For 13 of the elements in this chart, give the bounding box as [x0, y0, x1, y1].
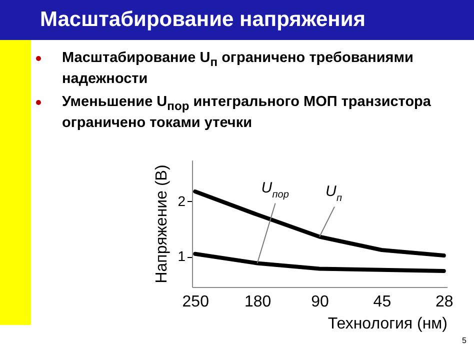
chart-title: Масштабирование напряжения — [0, 0, 474, 40]
y-axis-title: Напряжение (В) — [154, 164, 171, 284]
x-tick-label: 90 — [311, 294, 329, 310]
y-tick-label: 1 — [178, 248, 186, 264]
x-tick-label: 180 — [244, 294, 272, 310]
text: Уменьшение U$_{пор}$ интегрального МОП транзистора ограничено токами утечки — [61, 94, 432, 132]
text: 5 — [462, 336, 466, 345]
x-tick-label: 45 — [373, 294, 392, 310]
line-series — [193, 252, 446, 273]
x-tick-label: 28 — [435, 294, 454, 310]
x-axis-title: Технология (нм) — [328, 316, 448, 332]
y-tick-label: 2 — [178, 192, 186, 209]
x-tick-label: 250 — [182, 294, 210, 310]
